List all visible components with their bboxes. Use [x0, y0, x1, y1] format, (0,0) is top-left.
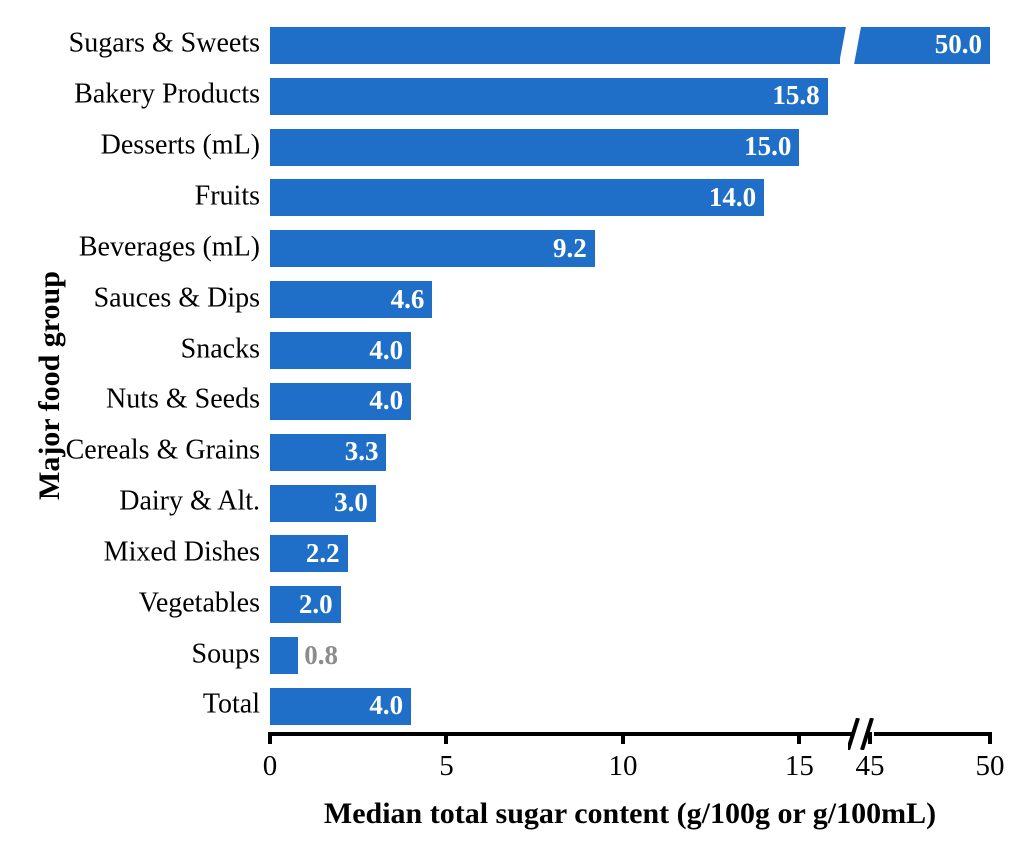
category-label: Vegetables — [139, 587, 260, 619]
bar — [270, 27, 990, 64]
x-tick-label: 5 — [439, 750, 454, 783]
value-label: 3.0 — [334, 487, 368, 518]
value-label: 2.0 — [299, 589, 333, 620]
plot-area: 50.0 15.8 15.0 14.0 9.2 4.6 4.0 4.0 3.3 3.0 2.2 2.0… — [270, 20, 990, 732]
value-label: 4.6 — [391, 284, 425, 315]
category-label: Dairy & Alt. — [119, 485, 260, 517]
category-label: Sauces & Dips — [94, 282, 260, 314]
value-label: 15.0 — [744, 131, 791, 162]
sugar-chart: Major food group 50.0 15.8 15.0 14.0 9.2 4.6 4… — [0, 0, 1024, 858]
category-label: Fruits — [195, 180, 260, 212]
value-label: 4.0 — [369, 690, 403, 721]
x-tick-label: 50 — [976, 750, 1005, 783]
y-axis-title: Major food group — [33, 271, 67, 500]
bar — [270, 637, 298, 674]
value-label: 0.8 — [304, 640, 338, 671]
category-label: Cereals & Grains — [66, 435, 260, 467]
category-label: Beverages (mL) — [79, 231, 260, 263]
x-axis-title: Median total sugar content (g/100g or g/… — [270, 797, 990, 831]
value-label: 50.0 — [935, 29, 982, 60]
category-label: Soups — [192, 638, 260, 670]
value-label: 14.0 — [709, 182, 756, 213]
x-tick-label: 0 — [263, 750, 278, 783]
x-tick — [988, 732, 992, 744]
value-label: 2.2 — [306, 538, 340, 569]
x-tick — [797, 732, 801, 744]
x-tick — [868, 732, 872, 744]
value-label: 15.8 — [772, 80, 819, 111]
bar — [270, 230, 595, 267]
x-tick-label: 45 — [856, 750, 885, 783]
bar — [270, 129, 799, 166]
category-label: Nuts & Seeds — [106, 384, 260, 416]
x-tick-label: 10 — [608, 750, 637, 783]
category-label: Mixed Dishes — [104, 536, 260, 568]
category-label: Sugars & Sweets — [69, 28, 260, 60]
x-axis-line — [270, 732, 990, 736]
x-tick — [268, 732, 272, 744]
value-label: 4.0 — [369, 334, 403, 365]
value-label: 3.3 — [345, 436, 379, 467]
category-label: Desserts (mL) — [101, 130, 260, 162]
category-label: Total — [203, 689, 260, 721]
x-tick-label: 15 — [785, 750, 814, 783]
category-label: Snacks — [181, 333, 260, 365]
x-tick — [444, 732, 448, 744]
x-tick — [621, 732, 625, 744]
value-label: 4.0 — [369, 385, 403, 416]
bar — [270, 179, 764, 216]
category-label: Bakery Products — [74, 79, 260, 111]
bar — [270, 78, 828, 115]
value-label: 9.2 — [553, 233, 587, 264]
